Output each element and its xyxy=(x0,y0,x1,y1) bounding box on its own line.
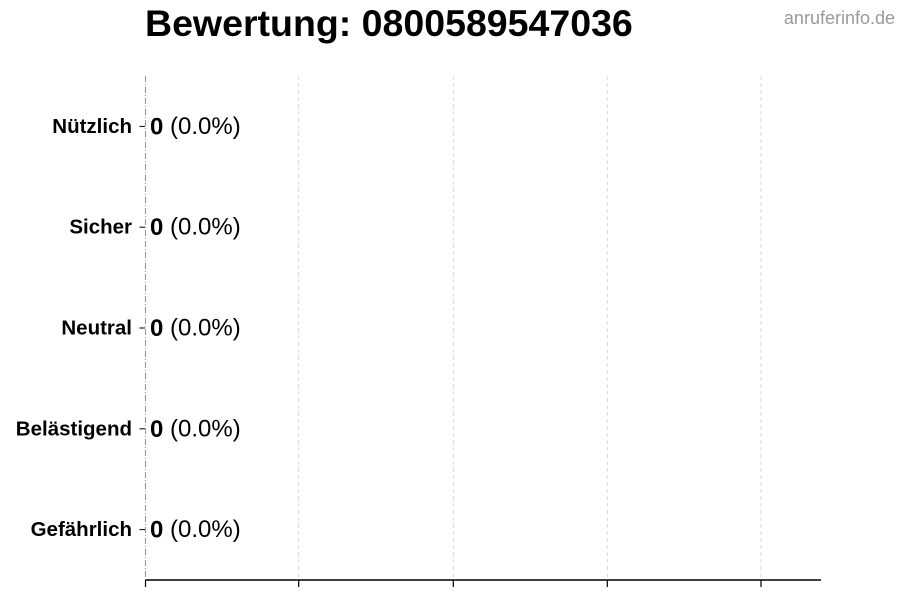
svg-text:Nützlich: Nützlich xyxy=(52,115,132,138)
svg-text:Neutral: Neutral xyxy=(61,317,132,340)
svg-text:Gefährlich: Gefährlich xyxy=(31,518,132,541)
svg-text:0 (0.0%): 0 (0.0%) xyxy=(150,315,241,342)
svg-text:Bewertung: 0800589547036: Bewertung: 0800589547036 xyxy=(145,2,633,44)
svg-text:0 (0.0%): 0 (0.0%) xyxy=(150,113,241,140)
svg-text:0 (0.0%): 0 (0.0%) xyxy=(150,214,241,241)
svg-text:0 (0.0%): 0 (0.0%) xyxy=(150,516,241,543)
svg-text:Belästigend: Belästigend xyxy=(16,417,132,440)
svg-text:Sicher: Sicher xyxy=(69,216,132,239)
svg-text:anruferinfo.de: anruferinfo.de xyxy=(784,8,895,28)
svg-text:0 (0.0%): 0 (0.0%) xyxy=(150,415,241,442)
